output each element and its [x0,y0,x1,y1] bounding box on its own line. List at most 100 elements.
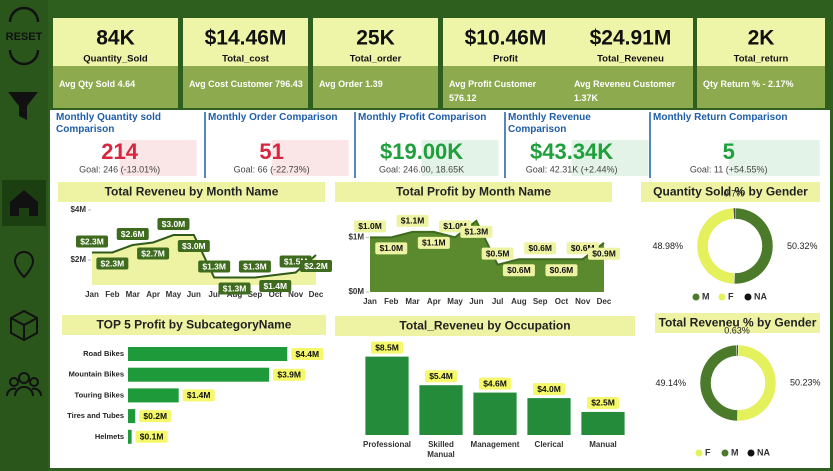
bar [128,388,179,403]
kpi-name: Profit [493,54,519,65]
data-label: $2.3M [80,236,104,246]
comparison-card [650,112,825,178]
y-tick-label: $2M [70,255,86,264]
data-label: $0.6M [550,265,574,275]
comparison-title-box: Monthly Revenue Comparison [508,112,591,135]
kpi-value: $14.46M [205,27,287,50]
kpi-value: 25K [356,27,395,50]
x-tick-label: Nov [575,297,591,306]
donut-label: 0.7% [724,188,745,198]
data-label: $1.3M [202,261,226,271]
chart-title: Total Profit by Month Name [396,185,551,199]
sparkline-bg [421,140,499,176]
x-tick-label-box: Skilled Manual [427,440,455,459]
data-label-bg [425,370,457,383]
comparison-card [505,112,653,178]
sparkline-bg [119,140,197,176]
data-label: $0.6M [507,265,531,275]
x-tick-label: Oct [269,290,283,299]
data-label-bg [139,410,172,423]
kpi-detail-box: Avg Profit Customer 576.12 [449,79,537,103]
kpi-card [313,18,438,66]
x-tick-label: Jun [469,297,483,306]
comparison-title-box: Monthly Quantity sold Comparison [56,112,161,135]
x-tick-label: Skilled Manual [427,440,455,459]
comparison-card [53,112,201,178]
kpi-detail-bg [568,66,693,108]
chart-title: Total_Reveneu by Occupation [399,319,570,333]
data-label: $8.5M [375,342,399,352]
chart-title-bg [58,182,325,202]
bar [527,398,571,435]
kpi-detail: Qty Return % - 2.17% [703,79,794,89]
x-tick-label: Professional [362,440,411,449]
x-tick-label: Aug [511,297,527,306]
y-tick-label: $1M [348,232,364,241]
data-label-bg [479,377,511,390]
comparison-card [205,112,353,178]
donut-label: 50.23% [790,378,821,388]
x-tick-label-box: Professional [362,440,411,449]
sparkline-bg [728,140,820,176]
data-label-bg [545,264,578,277]
location-icon[interactable] [13,250,35,279]
data-label: $0.5M [486,248,510,258]
kpi-value: 2K [748,27,775,50]
donut-slice [733,207,736,220]
data-label-bg [354,220,386,233]
kpi-card [697,18,825,66]
data-label-bg [396,214,429,227]
data-label-bg [587,396,619,409]
comparison-value: 5 [723,139,735,164]
reset-button[interactable]: RESET [6,6,43,66]
bar [581,411,625,435]
donut-label: 0.63% [724,325,750,335]
x-tick-label: Feb [384,297,398,306]
bar [128,347,288,361]
data-label: $1.4M [187,390,211,400]
data-label: $3.9M [277,369,301,379]
x-tick-label: Jan [363,297,377,306]
bar [128,409,136,424]
y-tick-label: Tires and Tubes [67,411,124,420]
kpi-name: Total_cost [222,54,270,65]
comparison-goal: Goal: 66 (-22.73%) [234,164,310,174]
data-label: $1.3M [223,283,247,293]
x-tick-label: Apr [427,297,441,306]
comparison-title-box: Monthly Profit Comparison [358,112,486,123]
kpi-card [53,18,178,66]
data-label: $2.3M [101,258,125,268]
product-icon[interactable] [10,309,38,342]
data-label: $0.9M [592,249,616,259]
x-tick-label: Dec [309,290,324,299]
kpi-detail-bg [53,66,178,108]
kpi-name: Total_return [734,54,789,65]
customers-icon[interactable] [6,372,42,397]
kpi-detail: Avg Profit Customer 576.12 [449,79,537,103]
data-label-bg [182,389,215,402]
kpi-detail-bg [697,66,825,108]
comparison-title: Monthly Return Comparison [653,112,788,123]
kpi-detail: Avg Reveneu Customer 1.37K [574,79,676,103]
filter-icon[interactable] [8,92,38,120]
data-label-bg [76,235,108,248]
data-label: $4.4M [295,349,319,359]
kpi-detail: Avg Cost Customer 796.43 [189,79,303,89]
data-label: $2.2M [304,261,328,271]
sparkline-bg [271,140,349,176]
y-tick-label: $0M [348,287,364,296]
bar [365,356,409,435]
y-tick-label: Touring Bikes [75,390,124,399]
data-label: $0.6M [571,243,595,253]
home-icon[interactable] [10,190,38,216]
legend-label: F [728,291,734,301]
person-body [6,386,42,397]
data-label: $0.2M [143,411,167,421]
data-label: $1.3M [465,227,489,237]
data-label-bg [533,383,565,396]
kpi-detail-bg [183,66,308,108]
data-label: $2.5M [591,398,615,408]
legend-label: M [731,447,739,457]
bar [128,367,270,382]
